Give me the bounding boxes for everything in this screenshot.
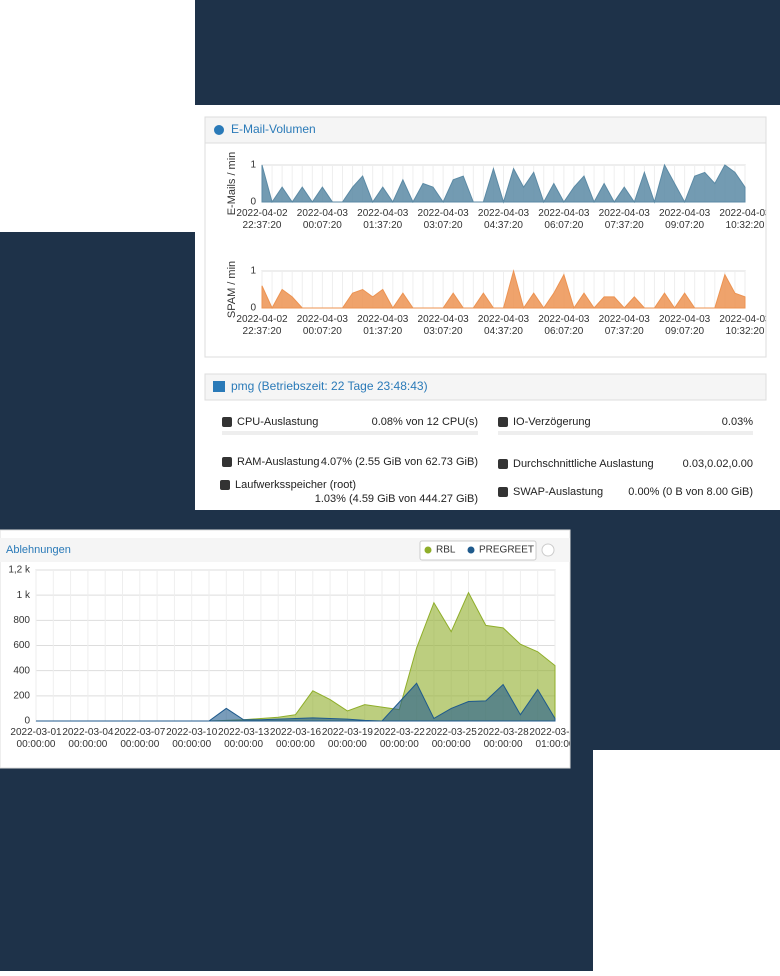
x-tick-label: 2022-03-07 00:00:00 <box>114 727 166 750</box>
x-tick-label: 2022-04-03 06:07:20 <box>538 208 590 231</box>
x-tick-label: 2022-03-31 01:00:00 <box>529 727 581 750</box>
panel-title: E-Mail-Volumen <box>231 122 316 136</box>
y-tick-label: 200 <box>13 690 30 701</box>
area <box>36 682 556 722</box>
x-tick-label: 2022-04-03 07:37:20 <box>599 208 651 231</box>
progress-bar <box>222 431 478 435</box>
y-tick-label: 0 <box>250 197 256 208</box>
x-tick-label: 2022-04-03 01:37:20 <box>357 314 409 337</box>
x-tick-label: 2022-04-02 22:37:20 <box>236 314 288 337</box>
email-panel <box>204 116 767 358</box>
status-icon <box>498 459 508 469</box>
panel-title: Ablehnungen <box>6 544 71 556</box>
status-icon <box>222 417 232 427</box>
y-axis-label: SPAM / min <box>226 261 238 318</box>
legend <box>419 540 537 561</box>
y-tick-label: 600 <box>13 640 30 651</box>
y-tick-label: 400 <box>13 665 30 676</box>
panel-header <box>204 116 767 144</box>
y-axis-label: E-Mails / min <box>226 152 238 216</box>
y-tick-label: 800 <box>13 615 30 626</box>
y-tick-label: 1 <box>250 266 256 277</box>
y-tick-label: 1,2 k <box>8 565 31 576</box>
x-tick-label: 2022-04-03 10:32:20 <box>719 208 771 231</box>
panel-header <box>204 373 767 401</box>
x-tick-label: 2022-03-28 00:00:00 <box>478 727 530 750</box>
x-tick-label: 2022-04-03 04:37:20 <box>478 208 530 231</box>
status-icon <box>220 480 230 490</box>
x-tick-label: 2022-04-03 10:32:20 <box>719 314 771 337</box>
status-label: Durchschnittliche Auslastung <box>513 458 654 470</box>
legend-marker <box>424 546 432 554</box>
y-tick-label: 0 <box>24 716 30 727</box>
x-tick-label: 2022-04-03 09:07:20 <box>659 314 711 337</box>
icon <box>214 125 224 135</box>
status-value: 0.03,0.02,0.00 <box>683 458 753 470</box>
x-tick-label: 2022-03-25 00:00:00 <box>426 727 478 750</box>
status-icon <box>498 487 508 497</box>
x-tick-label: 2022-04-03 09:07:20 <box>659 208 711 231</box>
status-value: 4.07% (2.55 GiB von 62.73 GiB) <box>321 456 478 468</box>
x-tick-label: 2022-04-03 07:37:20 <box>599 314 651 337</box>
area <box>261 269 746 310</box>
x-tick-label: 2022-04-03 00:07:20 <box>297 314 349 337</box>
x-tick-label: 2022-04-03 04:37:20 <box>478 314 530 337</box>
x-tick-label: 2022-03-13 00:00:00 <box>218 727 270 750</box>
status-value: 0.08% von 12 CPU(s) <box>372 416 478 428</box>
legend-label: PREGREET <box>479 545 534 556</box>
x-tick-label: 2022-04-03 01:37:20 <box>357 208 409 231</box>
tool-button[interactable] <box>541 543 555 557</box>
y-tick-label: 1 k <box>17 590 31 601</box>
icon <box>213 381 225 392</box>
status-value: 1.03% (4.59 GiB von 444.27 GiB) <box>315 493 478 505</box>
x-tick-label: 2022-03-01 00:00:00 <box>10 727 62 750</box>
x-tick-label: 2022-03-19 00:00:00 <box>322 727 374 750</box>
status-label: SWAP-Auslastung <box>513 486 603 498</box>
status-icon <box>222 457 232 467</box>
status-label: RAM-Auslastung <box>237 456 320 468</box>
status-label: IO-Verzögerung <box>513 416 591 428</box>
y-tick-label: 1 <box>250 160 256 171</box>
status-value: 0.00% (0 B von 8.00 GiB) <box>628 486 753 498</box>
status-value: 0.03% <box>722 416 753 428</box>
x-tick-label: 2022-03-16 00:00:00 <box>270 727 322 750</box>
progress-bar <box>498 431 753 435</box>
legend-marker <box>467 546 475 554</box>
x-tick-label: 2022-03-10 00:00:00 <box>166 727 218 750</box>
y-tick-label: 0 <box>250 303 256 314</box>
x-tick-label: 2022-04-02 22:37:20 <box>236 208 288 231</box>
panel-title: pmg (Betriebszeit: 22 Tage 23:48:43) <box>231 379 428 393</box>
legend-label: RBL <box>436 545 456 556</box>
x-tick-label: 2022-04-03 06:07:20 <box>538 314 590 337</box>
x-tick-label: 2022-04-03 03:07:20 <box>418 314 470 337</box>
x-tick-label: 2022-03-04 00:00:00 <box>62 727 114 750</box>
x-tick-label: 2022-03-22 00:00:00 <box>374 727 426 750</box>
area <box>261 163 746 204</box>
x-tick-label: 2022-04-03 03:07:20 <box>418 208 470 231</box>
x-tick-label: 2022-04-03 00:07:20 <box>297 208 349 231</box>
status-icon <box>498 417 508 427</box>
status-label: CPU-Auslastung <box>237 416 318 428</box>
status-label: Laufwerksspeicher (root) <box>235 479 356 491</box>
